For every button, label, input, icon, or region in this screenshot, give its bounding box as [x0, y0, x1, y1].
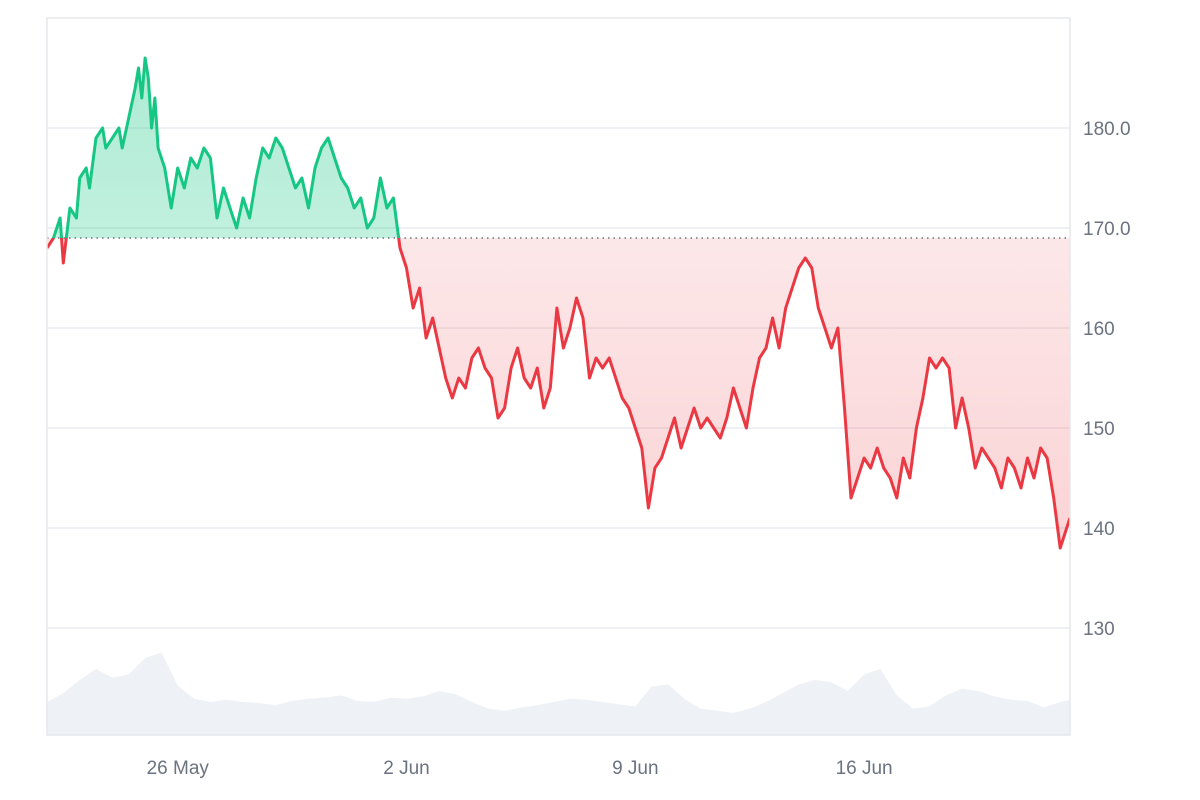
price-line [47, 56, 1070, 550]
x-tick-label: 26 May [147, 758, 210, 779]
volume-area [47, 652, 1070, 735]
y-tick-label: 130 [1083, 619, 1115, 640]
volume-shape [47, 652, 1070, 735]
price-fill [47, 58, 1070, 548]
x-tick-label: 2 Jun [383, 758, 429, 779]
x-tick-label: 16 Jun [836, 758, 893, 779]
area-above-baseline [47, 58, 1070, 238]
y-tick-label: 140 [1083, 519, 1115, 540]
price-line-up [51, 56, 401, 238]
x-axis-ticks: 26 May 2 Jun 9 Jun 16 Jun [147, 758, 893, 779]
plot-frame [46, 17, 1071, 736]
x-tick-label: 9 Jun [612, 758, 658, 779]
y-tick-label: 160 [1083, 319, 1115, 340]
area-below-baseline [47, 238, 1070, 548]
y-tick-label: 180.0 [1083, 119, 1131, 140]
y-axis-ticks: 130 140 150 160 170.0 180.0 [1083, 119, 1131, 640]
y-tick-label: 150 [1083, 419, 1115, 440]
price-line-down [47, 238, 1070, 550]
y-tick-label: 170.0 [1083, 219, 1131, 240]
